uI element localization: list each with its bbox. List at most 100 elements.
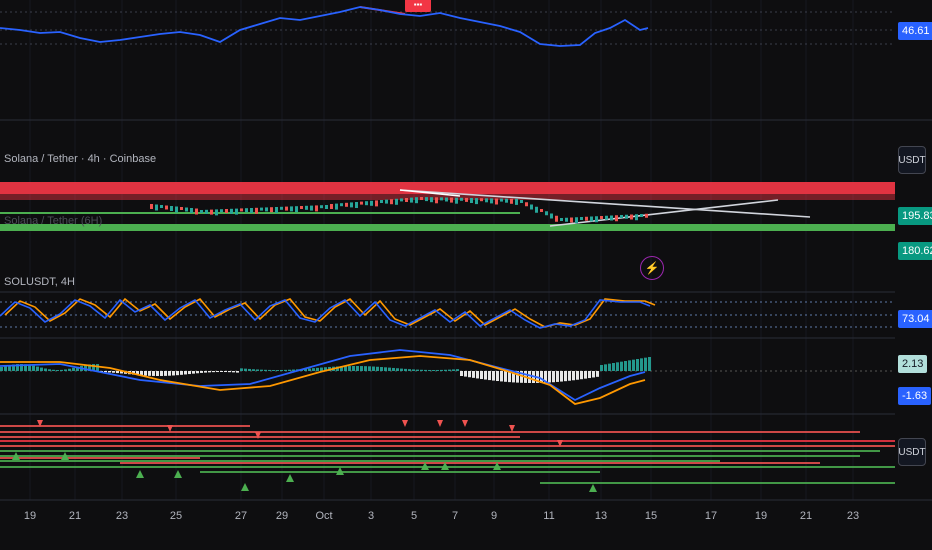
up-arrow-marker	[336, 467, 344, 475]
candle	[200, 210, 203, 213]
macd-bar	[464, 371, 467, 377]
candle	[565, 217, 568, 222]
up-arrow-marker	[421, 462, 429, 470]
macd-bar	[572, 371, 575, 381]
macd-bar	[472, 371, 475, 378]
macd-bar	[484, 371, 487, 380]
candle	[160, 205, 163, 208]
macd-bar	[48, 369, 51, 371]
macd-bar	[356, 366, 359, 371]
macd-bar	[416, 369, 419, 371]
candle	[175, 206, 178, 213]
candle	[440, 197, 443, 201]
candle	[360, 201, 363, 205]
down-arrow-marker	[462, 420, 468, 427]
macd-bar	[200, 371, 203, 373]
macd-bar	[440, 369, 443, 371]
candle	[420, 197, 423, 200]
currency-button-lower[interactable]: USDT	[898, 438, 926, 466]
x-axis-label: 19	[23, 510, 37, 522]
macd-bar	[480, 371, 483, 380]
macd-bar	[264, 369, 267, 371]
macd-bar	[216, 371, 219, 373]
symbol-label: Solana / Tether · 4h · Coinbase	[4, 153, 157, 165]
candle	[245, 208, 248, 213]
x-axis-label: 13	[594, 510, 608, 522]
candle	[535, 206, 538, 213]
stoch-pane	[0, 297, 895, 329]
candle	[395, 198, 398, 205]
macd-bar	[556, 371, 559, 382]
macd-bar	[208, 371, 211, 373]
candle	[510, 198, 513, 204]
candle	[190, 208, 193, 213]
macd-bar	[112, 371, 115, 373]
candle	[220, 209, 223, 213]
macd-bar	[444, 369, 447, 371]
candle	[515, 198, 518, 205]
support-zone	[0, 224, 895, 231]
candle	[320, 205, 323, 209]
macd-bar	[156, 371, 159, 376]
x-axis-label: Oct	[315, 510, 333, 522]
macd-bar	[52, 369, 55, 371]
alert-flag-icon[interactable]: ▪▪▪	[405, 0, 431, 12]
candle	[445, 197, 448, 202]
x-axis-label: 15	[644, 510, 658, 522]
macd-bar	[148, 371, 151, 376]
candle	[150, 204, 153, 209]
price-tag-stoch: 73.04	[898, 310, 932, 328]
candle	[635, 214, 638, 221]
candle	[180, 207, 183, 210]
candle	[630, 214, 633, 220]
candle	[380, 200, 383, 203]
down-arrow-marker	[509, 425, 515, 432]
currency-button-label: USDT	[898, 446, 926, 458]
candle	[265, 207, 268, 212]
x-axis-label: 11	[543, 510, 555, 522]
candle	[455, 197, 458, 204]
x-axis-label: 5	[410, 510, 418, 522]
macd-bar	[44, 368, 47, 371]
macd-bar	[360, 366, 363, 371]
candle	[235, 208, 238, 215]
macd-bar	[612, 363, 615, 371]
candle	[390, 199, 393, 205]
macd-bar	[604, 364, 607, 371]
candle	[625, 214, 628, 219]
macd-bar	[72, 367, 75, 371]
macd-bar	[560, 371, 563, 382]
candle	[590, 216, 593, 222]
x-axis-label: 23	[115, 510, 129, 522]
macd-bar	[116, 371, 119, 374]
candle	[450, 197, 453, 203]
stoch-d-line	[4, 297, 656, 328]
candle	[165, 205, 168, 210]
stoch-k-line	[0, 298, 651, 329]
candle	[530, 204, 533, 210]
candle	[645, 213, 648, 218]
x-axis-label: 7	[451, 510, 459, 522]
macd-histogram	[0, 357, 651, 383]
macd-bar	[16, 364, 19, 371]
x-axis-label: 21	[68, 510, 82, 522]
macd-bar	[76, 366, 79, 371]
macd-bar	[272, 369, 275, 371]
price-tag-lower: 180.62	[898, 242, 932, 260]
macd-bar	[236, 371, 239, 373]
lightning-icon[interactable]: ⚡	[640, 256, 664, 280]
macd-bar	[376, 366, 379, 371]
macd-bar	[244, 368, 247, 371]
candle	[260, 207, 263, 211]
macd-bar	[40, 367, 43, 371]
macd-bar	[68, 368, 71, 371]
candle	[430, 197, 433, 203]
x-axis-label: 21	[799, 510, 813, 522]
macd-bar	[348, 366, 351, 371]
macd-bar	[364, 366, 367, 371]
macd-bar	[4, 366, 7, 371]
currency-button[interactable]: USDT	[898, 146, 926, 174]
candle	[435, 197, 438, 204]
macd-bar	[212, 371, 215, 373]
